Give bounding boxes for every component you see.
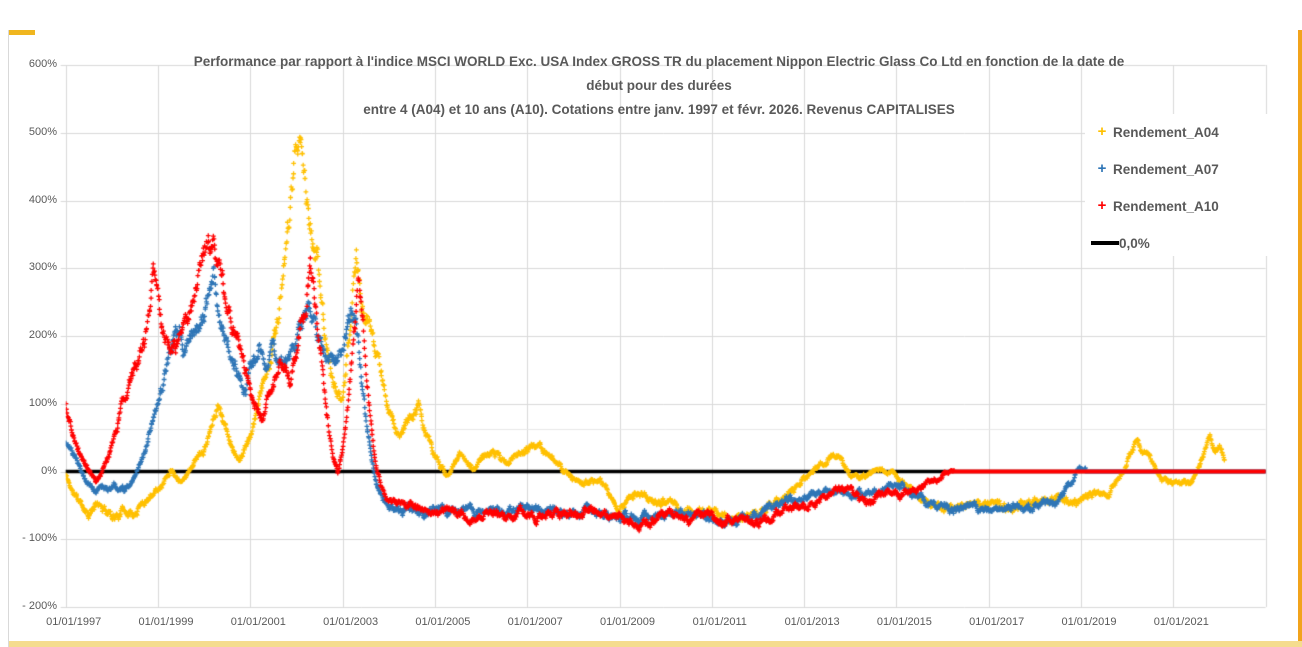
legend-label: Rendement_A04 [1113, 124, 1219, 140]
chart-title: Performance par rapport à l'indice MSCI … [119, 50, 1199, 122]
gold-accent-notch [9, 30, 35, 35]
x-axis-label: 01/01/2005 [415, 616, 471, 628]
legend-item-0-0-[interactable]: 0,0% [1091, 233, 1150, 253]
x-axis-label: 01/01/1997 [46, 616, 102, 628]
legend-item-rendement-a07[interactable]: + Rendement_A07 [1091, 159, 1219, 179]
page: ADAM Informe. Evolution historique des p… [0, 30, 1302, 647]
zero-line-icon [1091, 241, 1119, 245]
x-axis-label: 01/01/2007 [507, 616, 563, 628]
y-axis-label: 400% [28, 193, 57, 206]
legend-label: Rendement_A07 [1113, 161, 1219, 177]
x-axis-label: 01/01/2009 [599, 616, 656, 628]
y-axis-label: 0% [41, 464, 57, 477]
plus-marker-icon: + [1097, 160, 1107, 177]
y-axis-label: 200% [28, 329, 57, 341]
y-axis-label: 600% [28, 58, 57, 70]
x-axis-label: 01/01/2003 [323, 616, 379, 628]
legend-label: 0,0% [1119, 235, 1150, 251]
gold-border-bottom [9, 641, 1302, 647]
x-axis-label: 01/01/2015 [876, 616, 932, 628]
y-axis-label: 300% [28, 261, 57, 274]
x-axis-label: 01/01/2011 [692, 616, 747, 628]
y-axis-label: - 100% [22, 532, 57, 545]
chart-title-line3: entre 4 (A04) et 10 ans (A10). Cotations… [363, 102, 955, 117]
chart-title-line2: début pour des durées [586, 78, 732, 93]
gold-border-right [1298, 30, 1302, 647]
chart-area[interactable]: Performance par rapport à l'indice MSCI … [8, 30, 1302, 647]
y-axis-label: 100% [28, 396, 57, 409]
x-axis-label: 01/01/1999 [138, 616, 194, 628]
x-axis-label: 01/01/2021 [1153, 616, 1209, 628]
x-axis-label: 01/01/2001 [230, 616, 286, 628]
y-axis-label: - 200% [22, 600, 57, 612]
x-axis-label: 01/01/2019 [1061, 616, 1117, 628]
legend-item-rendement-a04[interactable]: + Rendement_A04 [1091, 122, 1219, 142]
y-axis-label: 500% [28, 125, 57, 138]
legend-label: Rendement_A10 [1113, 198, 1219, 214]
plus-marker-icon: + [1097, 197, 1107, 214]
plus-marker-icon: + [1097, 123, 1107, 140]
chart-title-line1: Performance par rapport à l'indice MSCI … [193, 54, 1125, 69]
legend: + Rendement_A04 + Rendement_A07 + Rendement_A… [1085, 114, 1267, 256]
x-axis-label: 01/01/2013 [784, 616, 840, 628]
legend-item-rendement-a10[interactable]: + Rendement_A10 [1091, 196, 1219, 216]
x-axis-label: 01/01/2017 [969, 616, 1025, 628]
